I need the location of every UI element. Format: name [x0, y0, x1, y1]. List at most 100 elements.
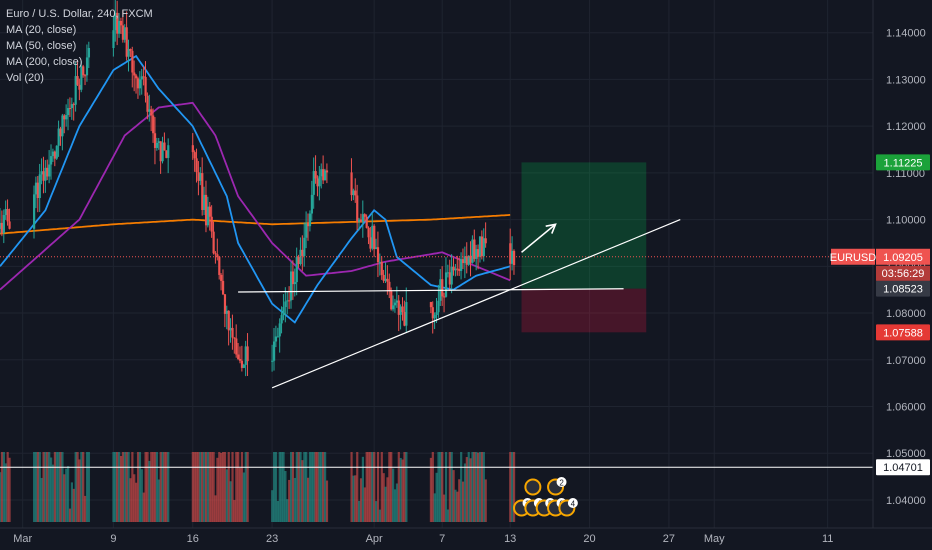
candle-body [135, 75, 138, 79]
volume-bar [363, 487, 366, 522]
volume-bar [123, 452, 126, 522]
volume-bar [0, 452, 4, 522]
candle-body [44, 167, 47, 181]
volume-bar [53, 452, 56, 522]
candle-body [125, 27, 128, 57]
candle-body [399, 306, 402, 315]
candle-body [444, 272, 448, 297]
candle-body [238, 359, 242, 361]
stop-zone[interactable] [521, 288, 647, 333]
candle-body [354, 190, 357, 196]
volume-bar [159, 452, 162, 522]
drawings[interactable] [0, 219, 873, 468]
ma50-line [0, 101, 511, 291]
volume-bar [312, 452, 315, 522]
event-count: 2 [559, 479, 564, 488]
candle-body [59, 128, 62, 137]
legend-ma50[interactable]: MA (50, close) [6, 40, 77, 52]
target-zone[interactable] [521, 162, 647, 289]
candle-body [397, 300, 400, 315]
event-markers[interactable]: 234504 [513, 477, 578, 517]
long-position-tool[interactable] [521, 162, 647, 333]
volume-bar [133, 474, 136, 522]
candle-body [390, 291, 393, 310]
horizontal-trendline[interactable] [238, 288, 624, 293]
candle-body [153, 133, 157, 148]
volume-bar [307, 477, 310, 522]
volume-bar [308, 452, 312, 522]
volume-bar [271, 490, 274, 522]
candle-body [85, 57, 89, 76]
candle-body [208, 206, 211, 217]
candle-body [395, 300, 399, 303]
candle-body [463, 256, 467, 264]
candle-body [482, 238, 485, 257]
candle-body [403, 312, 406, 326]
volume-bar [163, 452, 166, 522]
candle-body [87, 48, 91, 58]
candle-body [297, 257, 300, 265]
arrow-shaft[interactable] [521, 223, 557, 253]
price-tick-label: 1.10000 [886, 215, 926, 227]
symbol-tag [831, 248, 875, 265]
volume-bar [74, 452, 77, 522]
countdown-label [876, 265, 930, 281]
price-labels: 1.11225 1.08523 1.07588 1.04701 EURUSD 1.0920… [830, 154, 930, 476]
volume-bars [0, 452, 516, 522]
volume-bar [441, 452, 444, 522]
volume-bar [76, 452, 79, 522]
candle-body [393, 302, 397, 306]
volume-bar [214, 495, 217, 522]
volume-bar [477, 452, 480, 522]
volume-bar [80, 452, 83, 522]
volume-bar [208, 452, 211, 522]
legend-ma20[interactable]: MA (20, close) [6, 24, 77, 36]
event-marker[interactable] [524, 478, 542, 496]
legend-ma200[interactable]: MA (200, close) [6, 56, 83, 68]
candle-body [42, 171, 45, 181]
volume-bar [358, 500, 361, 522]
volume-bar [129, 478, 132, 522]
volume-bar [310, 452, 313, 522]
volume-bar [220, 452, 223, 522]
volume-bar [244, 452, 247, 522]
volume-bar [87, 452, 91, 522]
volume-bar [63, 474, 66, 522]
candle-body [204, 194, 208, 226]
volume-bar [2, 452, 5, 522]
arrow-head[interactable] [545, 223, 557, 234]
legend-vol[interactable]: Vol (20) [6, 72, 44, 84]
candle-body [461, 259, 465, 264]
price-label-line [876, 459, 930, 476]
candle-body [352, 190, 355, 196]
time-axis-background[interactable] [0, 528, 932, 550]
candle-body [40, 171, 43, 175]
volume-bar [299, 452, 302, 522]
volume-bar [460, 452, 463, 522]
candle-body [305, 223, 308, 238]
candle-body [131, 50, 134, 73]
candle-body [429, 302, 433, 308]
volume-bar [301, 460, 304, 522]
volume-bar [44, 452, 47, 522]
volume-bar [352, 475, 355, 522]
volume-bar [72, 488, 75, 522]
candle-body [325, 170, 329, 173]
candle-body [448, 272, 451, 285]
candle-body [195, 158, 198, 173]
candle-body [84, 75, 87, 77]
candle-body [55, 145, 58, 159]
time-tick-label: 11 [822, 533, 833, 545]
candle-body [369, 237, 372, 249]
candle-body [123, 27, 126, 40]
volume-bar [167, 452, 170, 522]
candle-body [140, 76, 143, 80]
candle-body [63, 115, 66, 120]
candle-body [136, 78, 140, 89]
legend-symbol[interactable]: Euro / U.S. Dollar, 240, FXCM [6, 8, 153, 20]
candle-body [51, 151, 55, 157]
candle-body [367, 227, 370, 238]
support-trendline[interactable] [271, 219, 681, 389]
candle-body [82, 66, 85, 76]
